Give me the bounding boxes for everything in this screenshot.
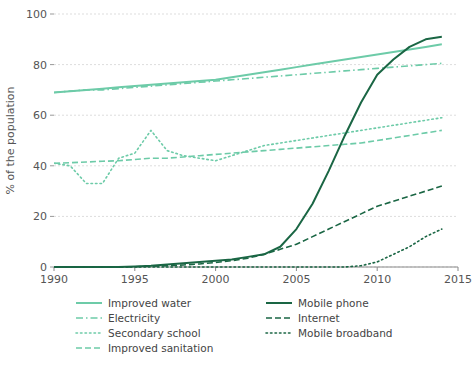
y-tick [50, 115, 54, 116]
x-tick-label: 1995 [121, 273, 149, 286]
y-tick-label: 100 [26, 8, 47, 21]
legend-label: Secondary school [108, 327, 201, 339]
x-tick-label: 2000 [202, 273, 230, 286]
legend-swatch [266, 332, 292, 334]
y-tick [50, 267, 54, 268]
grid-line [54, 115, 458, 116]
x-tick-label: 1990 [40, 273, 68, 286]
series-line [54, 130, 442, 163]
lines [54, 37, 442, 267]
legend-label: Mobile broadband [298, 327, 392, 339]
series-line [54, 37, 442, 267]
legend-label: Internet [298, 312, 340, 324]
legend-swatch [76, 347, 102, 349]
x-tick [458, 267, 459, 271]
y-tick-label: 60 [33, 109, 47, 122]
grid-line [54, 64, 458, 65]
grid-line [54, 216, 458, 217]
legend-label: Improved water [108, 297, 192, 309]
chart: 020406080100199019952000200520102015% of… [0, 0, 476, 367]
legend-swatch [266, 317, 292, 319]
y-tick [50, 216, 54, 217]
x-tick [377, 267, 378, 271]
y-tick [50, 165, 54, 166]
series-line [54, 186, 442, 267]
legend: Improved water Electricity Secondary schoo… [76, 297, 392, 354]
legend-label: Mobile phone [298, 297, 369, 309]
legend-swatch [76, 332, 102, 334]
legend-swatch [76, 302, 102, 304]
axes: 020406080100199019952000200520102015 [26, 8, 472, 286]
y-tick [50, 14, 54, 15]
y-axis-label: % of the population [4, 86, 17, 194]
x-tick-label: 2005 [282, 273, 310, 286]
series-line [54, 229, 442, 267]
y-tick-label: 20 [33, 210, 47, 223]
y-tick-label: 40 [33, 160, 47, 173]
legend-swatch [266, 302, 292, 304]
x-tick-label: 2010 [363, 273, 391, 286]
series-line [54, 118, 442, 184]
y-tick-label: 80 [33, 59, 47, 72]
legend-swatch [76, 317, 102, 319]
grid-line [54, 14, 458, 15]
legend-label: Improved sanitation [108, 342, 213, 354]
legend-label: Electricity [108, 312, 160, 324]
x-tick-label: 2015 [444, 273, 472, 286]
y-tick [50, 64, 54, 65]
